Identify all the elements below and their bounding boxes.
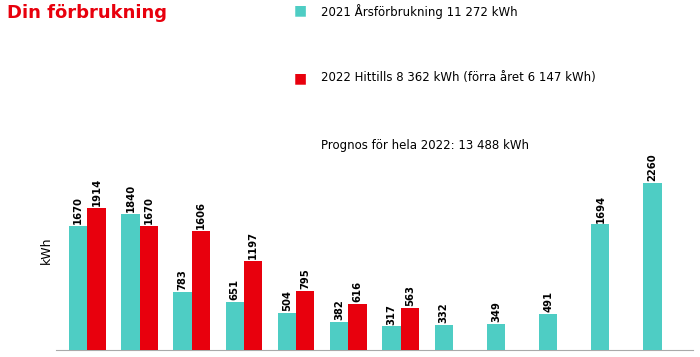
Text: 1670: 1670 xyxy=(144,196,154,224)
Bar xyxy=(330,322,349,350)
Text: 332: 332 xyxy=(439,303,449,323)
Bar xyxy=(244,261,262,350)
Text: 349: 349 xyxy=(491,301,501,322)
Text: 1670: 1670 xyxy=(74,196,83,224)
Text: 795: 795 xyxy=(300,268,310,289)
Text: 2260: 2260 xyxy=(648,153,657,181)
Text: 1606: 1606 xyxy=(196,201,206,229)
Bar xyxy=(69,226,88,350)
Bar xyxy=(278,312,296,350)
Text: 563: 563 xyxy=(405,286,414,306)
Text: Din förbrukning: Din förbrukning xyxy=(7,4,167,21)
Text: 1694: 1694 xyxy=(595,195,606,222)
Text: 317: 317 xyxy=(386,304,396,325)
Text: ■: ■ xyxy=(294,4,307,17)
Bar xyxy=(296,291,314,350)
Text: 2022 Hittills 8 362 kWh (förra året 6 147 kWh): 2022 Hittills 8 362 kWh (förra året 6 14… xyxy=(321,71,595,84)
Bar xyxy=(88,208,106,350)
Bar xyxy=(435,325,453,350)
Bar xyxy=(643,182,662,350)
Text: 651: 651 xyxy=(230,279,240,300)
Text: 1840: 1840 xyxy=(125,183,135,212)
Text: 616: 616 xyxy=(353,281,363,302)
Bar xyxy=(592,225,610,350)
Text: 1197: 1197 xyxy=(248,231,258,260)
Bar xyxy=(349,304,367,350)
Bar xyxy=(382,326,400,350)
Bar xyxy=(174,292,192,350)
Text: Prognos för hela 2022: 13 488 kWh: Prognos för hela 2022: 13 488 kWh xyxy=(321,139,528,152)
Text: 491: 491 xyxy=(543,291,553,312)
Bar xyxy=(539,313,557,350)
Bar xyxy=(486,324,505,350)
Bar xyxy=(121,213,139,350)
Text: ■: ■ xyxy=(294,71,307,85)
Text: 1914: 1914 xyxy=(92,178,102,206)
Text: 382: 382 xyxy=(335,299,344,320)
Bar xyxy=(192,231,210,350)
Bar xyxy=(225,302,244,350)
Text: 783: 783 xyxy=(178,269,188,290)
Bar xyxy=(400,308,419,350)
Bar xyxy=(139,226,158,350)
Text: 2021 Årsförbrukning 11 272 kWh: 2021 Årsförbrukning 11 272 kWh xyxy=(321,4,517,19)
Text: 504: 504 xyxy=(282,290,292,311)
Y-axis label: kWh: kWh xyxy=(40,236,53,264)
